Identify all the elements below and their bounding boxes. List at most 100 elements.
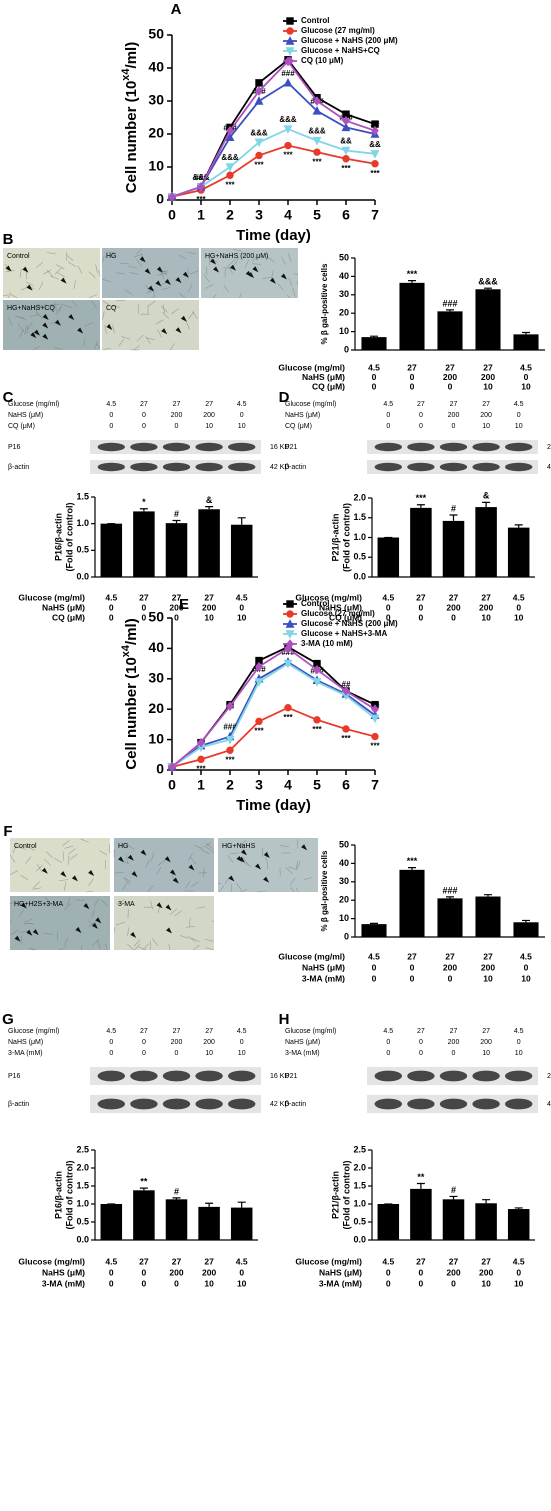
bar bbox=[399, 282, 425, 350]
cell-fiber bbox=[198, 872, 208, 874]
x-tick-label: 4 bbox=[284, 207, 292, 223]
marker bbox=[254, 678, 264, 687]
condition-value: 200 bbox=[169, 1267, 183, 1277]
bar bbox=[475, 896, 501, 937]
y-tick-label: 20 bbox=[339, 308, 349, 318]
blot-band bbox=[228, 442, 256, 452]
cell-fiber bbox=[126, 844, 135, 850]
arrowhead bbox=[54, 319, 61, 326]
legend-label: Glucose (27 mg/ml) bbox=[301, 26, 375, 35]
micrograph bbox=[10, 838, 110, 892]
cell-fiber bbox=[236, 883, 243, 891]
cell-fiber bbox=[9, 920, 12, 924]
y-tick-label: 20 bbox=[339, 895, 349, 905]
cell-fiber bbox=[37, 303, 46, 309]
arrowhead bbox=[301, 844, 308, 851]
cell-fiber bbox=[288, 866, 298, 870]
blot-header-value: 0 bbox=[142, 412, 146, 419]
cell-fiber bbox=[217, 882, 222, 884]
condition-value: 4.5 bbox=[236, 1256, 248, 1266]
series-line bbox=[171, 662, 376, 768]
marker bbox=[283, 659, 293, 669]
cell-fiber bbox=[188, 917, 191, 927]
condition-value: 4.5 bbox=[520, 362, 532, 372]
condition-value: 27 bbox=[172, 1256, 182, 1266]
y-tick-label: 30 bbox=[148, 92, 164, 108]
cell-fiber bbox=[212, 293, 217, 299]
arrowhead bbox=[210, 258, 217, 265]
cell-fiber bbox=[24, 918, 33, 923]
x-tick-label: 7 bbox=[371, 777, 379, 793]
cell-fiber bbox=[262, 277, 272, 279]
marker bbox=[226, 746, 234, 754]
y-tick-label: 1.0 bbox=[76, 1198, 89, 1208]
bar bbox=[377, 1204, 400, 1240]
blot-header-value: 27 bbox=[205, 1028, 213, 1035]
cell-fiber bbox=[66, 254, 74, 261]
blot-header-value: 4.5 bbox=[106, 401, 116, 408]
point-label: ## bbox=[342, 680, 351, 689]
blot-band bbox=[439, 462, 468, 472]
cell-fiber bbox=[145, 284, 151, 293]
bar bbox=[437, 311, 463, 350]
arrowhead bbox=[5, 265, 12, 272]
cell-fiber bbox=[203, 842, 212, 848]
legend-label: Glucose (27 mg/ml) bbox=[301, 609, 375, 618]
bar bbox=[165, 523, 188, 577]
condition-label: 3-MA (mM) bbox=[319, 1278, 362, 1288]
condition-value: 0 bbox=[451, 1278, 456, 1288]
image-label: CQ bbox=[106, 305, 117, 312]
arrowhead bbox=[228, 875, 235, 882]
cell-fiber bbox=[9, 854, 16, 863]
point-label: & bbox=[483, 491, 490, 501]
cell-fiber bbox=[134, 253, 143, 258]
cell-fiber bbox=[257, 890, 266, 893]
cell-fiber bbox=[138, 946, 147, 951]
point-label: *** bbox=[370, 742, 380, 751]
blot-header-value: 4.5 bbox=[237, 1028, 247, 1035]
y-tick-label: 2.5 bbox=[353, 1144, 366, 1154]
condition-label: CQ (μM) bbox=[52, 612, 85, 622]
blot-header-label: 3-MA (mM) bbox=[8, 1050, 43, 1057]
cell-fiber bbox=[288, 253, 292, 262]
cell-fiber bbox=[62, 840, 70, 847]
arrowhead bbox=[26, 929, 33, 936]
arrowhead bbox=[41, 867, 48, 874]
y-tick-label: 1.0 bbox=[353, 1198, 366, 1208]
blot-header-label: NaHS (μM) bbox=[8, 1039, 43, 1046]
condition-value: 0 bbox=[109, 612, 114, 622]
blot-header-label: CQ (μM) bbox=[8, 423, 35, 430]
cell-fiber bbox=[127, 265, 137, 269]
cell-fiber bbox=[19, 268, 22, 278]
condition-value: 0 bbox=[386, 602, 391, 612]
condition-label: NaHS (μM) bbox=[319, 602, 362, 612]
cell-fiber bbox=[293, 273, 299, 276]
cell-fiber bbox=[157, 860, 166, 866]
legend-marker bbox=[285, 36, 295, 45]
arrowhead bbox=[118, 856, 125, 863]
image-label: Control bbox=[14, 843, 37, 850]
y-tick-label: 2.0 bbox=[353, 1162, 366, 1172]
condition-value: 4.5 bbox=[368, 951, 380, 961]
cell-fiber bbox=[35, 261, 44, 269]
condition-label: Glucose (mg/ml) bbox=[295, 1256, 362, 1266]
cell-fiber bbox=[127, 927, 129, 937]
y-tick-label: 0 bbox=[156, 191, 164, 207]
cell-fiber bbox=[203, 274, 210, 282]
bar bbox=[442, 1199, 465, 1240]
cell-fiber bbox=[187, 251, 197, 255]
cell-fiber bbox=[18, 909, 24, 918]
cell-fiber bbox=[45, 851, 53, 858]
bar bbox=[100, 1204, 123, 1240]
y-axis-label: (Fold of control) bbox=[341, 1161, 351, 1230]
error-bar bbox=[416, 504, 425, 508]
y-axis-label: Cell number (10x4/ml) bbox=[120, 42, 140, 193]
cell-fiber bbox=[100, 899, 108, 906]
blot-band bbox=[374, 1070, 402, 1082]
blot-band bbox=[195, 1070, 223, 1082]
condition-value: 0 bbox=[142, 1267, 147, 1277]
blot-header-value: 200 bbox=[203, 412, 215, 419]
cell-fiber bbox=[114, 872, 124, 874]
cell-fiber bbox=[147, 885, 154, 893]
bar bbox=[513, 922, 539, 937]
